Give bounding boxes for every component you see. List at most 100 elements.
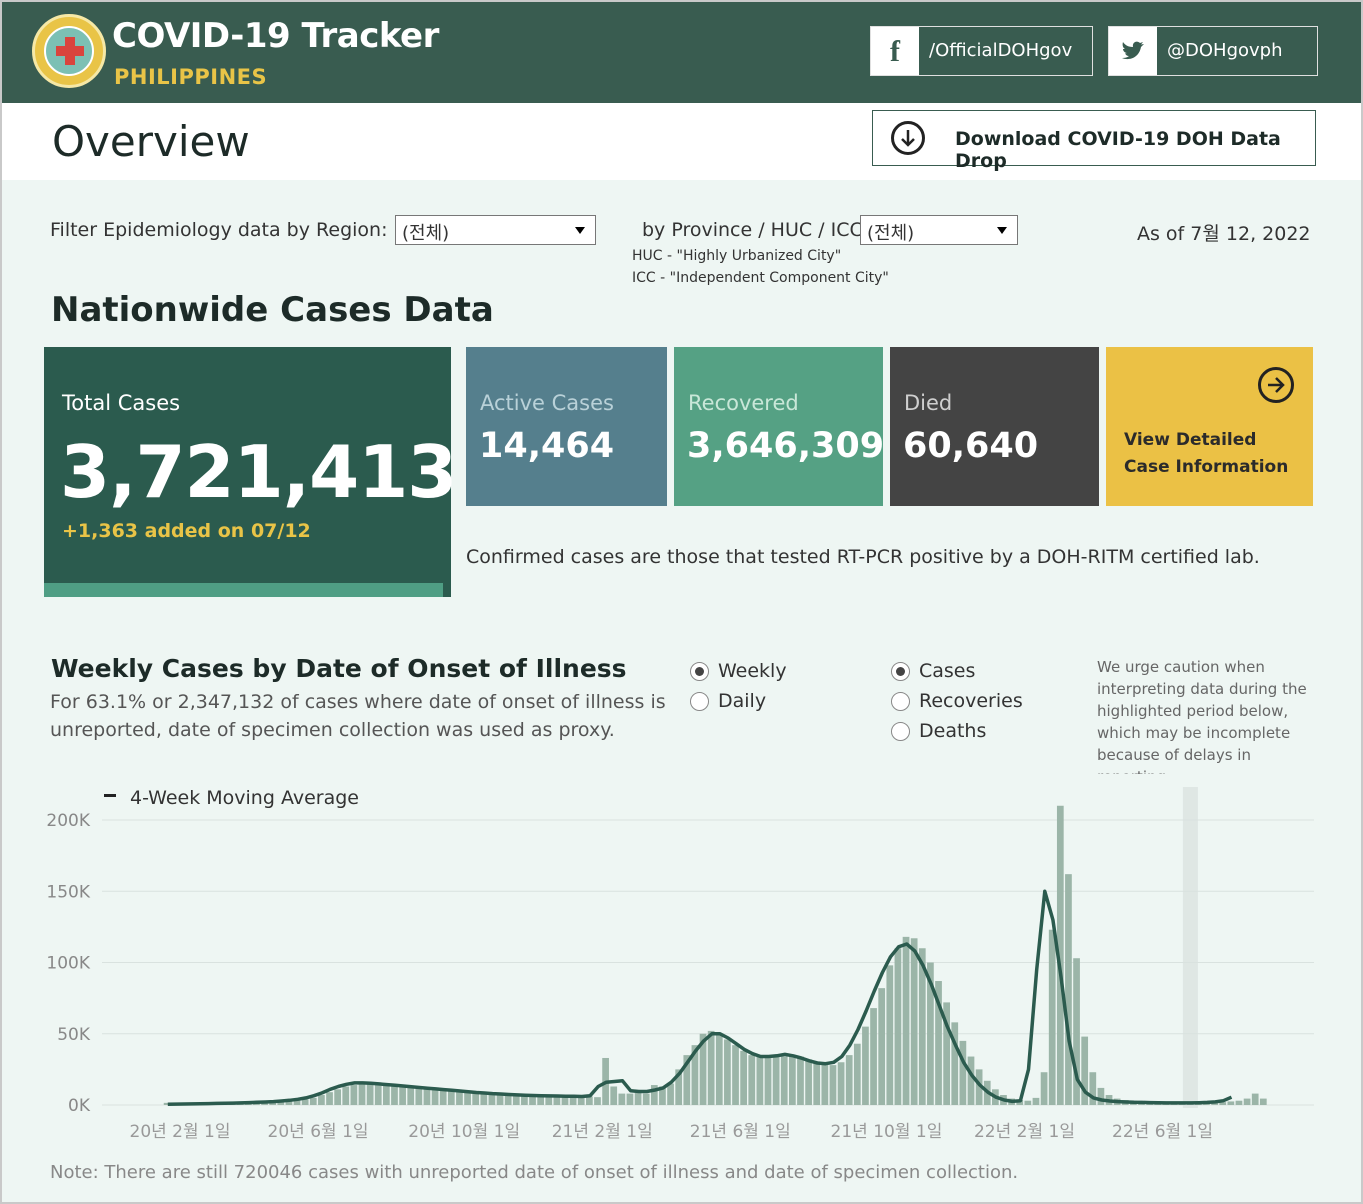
bar (699, 1033, 707, 1105)
bar (772, 1056, 780, 1105)
bar (488, 1093, 496, 1105)
x-tick-label: 21년 2월 1일 (552, 1122, 653, 1142)
radio-recoveries-label: Recoveries (919, 690, 1023, 712)
active-cases-label: Active Cases (480, 391, 614, 415)
bar (845, 1055, 853, 1105)
weekly-chart-subtitle: For 63.1% or 2,347,132 of cases where da… (50, 691, 666, 741)
bar (724, 1039, 731, 1105)
facebook-link[interactable]: f /OfficialDOHgov (870, 26, 1093, 76)
twitter-link[interactable]: @DOHgovph (1108, 26, 1318, 76)
huc-note: HUC - "Highly Urbanized City" (632, 248, 842, 264)
bar (821, 1063, 829, 1105)
bar (853, 1043, 861, 1105)
bar (748, 1055, 756, 1105)
bar (943, 1002, 950, 1105)
recovered-card: Recovered 3,646,309 (674, 347, 884, 506)
legend-line-swatch (104, 794, 116, 797)
chart-legend: 4-Week Moving Average (104, 787, 359, 809)
bar (1259, 1098, 1267, 1105)
active-cases-card: Active Cases 14,464 (466, 347, 667, 506)
radio-deaths[interactable]: Deaths (891, 720, 986, 742)
died-card: Died 60,640 (890, 347, 1099, 506)
bar (813, 1062, 821, 1105)
x-tick-label: 22년 6월 1일 (1112, 1122, 1213, 1142)
bar (715, 1033, 723, 1105)
view-detailed-case-button[interactable]: View Detailed Case Information (1106, 347, 1313, 506)
as-of-date: As of 7월 12, 2022 (1137, 223, 1311, 245)
bar (586, 1096, 593, 1105)
radio-deaths-label: Deaths (919, 720, 987, 742)
overview-bar: Overview Download COVID-19 DOH Data Drop (2, 103, 1361, 180)
radio-daily-label: Daily (718, 690, 767, 712)
total-cases-card: Total Cases 3,721,413 +1,363 added on 07… (44, 347, 457, 597)
app-subtitle: PHILIPPINES (114, 65, 268, 89)
bar (829, 1065, 837, 1105)
recovered-label: Recovered (688, 391, 799, 415)
bar (959, 1040, 967, 1105)
bar (1081, 1036, 1089, 1105)
bar (423, 1087, 431, 1105)
bar (642, 1093, 650, 1105)
bar (927, 962, 934, 1105)
page-title: Overview (52, 117, 250, 166)
download-label: Download COVID-19 DOH Data Drop (955, 128, 1281, 172)
bar (561, 1096, 569, 1105)
top-header: COVID-19 Tracker PHILIPPINES f /Official… (2, 2, 1361, 103)
bar (496, 1093, 504, 1105)
bar (569, 1096, 577, 1105)
bar (1024, 1100, 1032, 1105)
radio-recoveries[interactable]: Recoveries (891, 690, 1023, 712)
bar (634, 1092, 642, 1105)
facebook-icon: f (871, 27, 919, 75)
bar (301, 1099, 309, 1105)
province-select[interactable]: (전체) (860, 215, 1018, 245)
bar (886, 965, 894, 1105)
bar (504, 1094, 512, 1105)
bar (870, 1008, 877, 1105)
seal-cross-h (56, 46, 84, 56)
total-cases-label: Total Cases (62, 391, 181, 415)
died-value: 60,640 (903, 426, 1039, 466)
radio-weekly[interactable]: Weekly (690, 660, 787, 682)
x-tick-label: 22년 2월 1일 (974, 1122, 1075, 1142)
bar (667, 1083, 674, 1105)
twitter-handle: @DOHgovph (1167, 40, 1283, 61)
bar (780, 1056, 788, 1105)
radio-daily[interactable]: Daily (690, 690, 766, 712)
x-tick-label: 20년 6월 1일 (268, 1122, 369, 1142)
region-select[interactable]: (전체) (395, 215, 596, 245)
download-icon (891, 121, 925, 155)
bar (529, 1095, 536, 1105)
region-select-value: (전체) (402, 223, 450, 244)
bar (334, 1089, 341, 1105)
bar (366, 1082, 374, 1105)
chevron-down-icon (997, 227, 1007, 234)
bar (342, 1086, 350, 1105)
bar (910, 938, 918, 1105)
province-select-value: (전체) (867, 223, 915, 244)
radio-indicator (690, 692, 709, 711)
bar (594, 1097, 601, 1105)
app-title: COVID-19 Tracker (112, 16, 439, 56)
y-tick-label: 200K (46, 811, 90, 831)
view-detailed-label: View Detailed Case Information (1124, 427, 1288, 481)
bar (309, 1097, 317, 1105)
bar (374, 1083, 382, 1105)
radio-cases[interactable]: Cases (891, 660, 975, 682)
radio-cases-label: Cases (919, 660, 976, 682)
bar (577, 1096, 585, 1105)
bar (415, 1087, 423, 1105)
seal-inner (44, 26, 94, 76)
bar (837, 1062, 845, 1105)
bar (1235, 1100, 1243, 1105)
bar (480, 1092, 488, 1105)
legend-label: 4-Week Moving Average (130, 787, 359, 809)
dashboard-content: Filter Epidemiology data by Region: (전체)… (2, 180, 1361, 1202)
bar (1097, 1087, 1105, 1105)
radio-indicator (891, 722, 910, 741)
download-data-drop-button[interactable]: Download COVID-19 DOH Data Drop (872, 110, 1316, 172)
radio-indicator (891, 692, 910, 711)
icc-note: ICC - "Independent Component City" (632, 270, 889, 285)
bar (650, 1085, 658, 1105)
